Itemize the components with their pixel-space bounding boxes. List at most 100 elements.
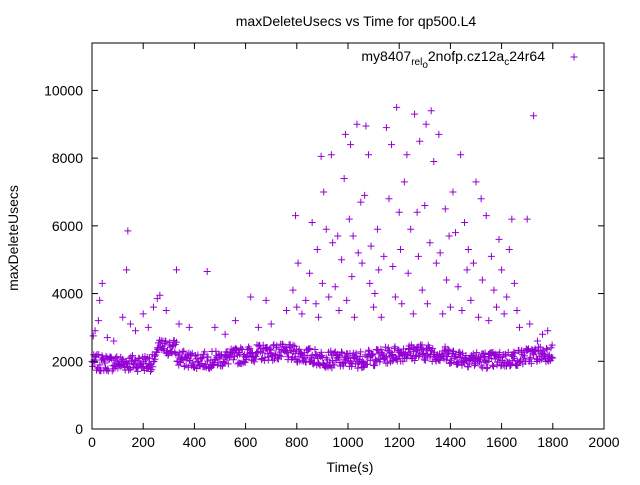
data-point (201, 348, 209, 356)
data-point (246, 345, 254, 353)
data-point (483, 365, 491, 373)
data-point (510, 348, 518, 356)
legend: my8407relo2nofp.cz12ac24r64 (361, 48, 578, 71)
data-point (194, 351, 202, 359)
data-point (463, 266, 471, 274)
data-point (490, 286, 498, 294)
data-point (458, 306, 466, 314)
data-point (295, 345, 303, 353)
data-point (409, 310, 417, 318)
data-point (418, 341, 426, 349)
data-point (411, 110, 419, 118)
data-point (469, 350, 477, 358)
data-point (294, 259, 302, 267)
data-point (548, 353, 556, 361)
data-point (122, 359, 130, 367)
data-point (112, 354, 120, 362)
data-point (276, 351, 284, 359)
data-point (510, 279, 518, 287)
data-point (500, 310, 508, 318)
data-point (315, 360, 323, 368)
data-point (132, 364, 140, 372)
data-point (351, 351, 359, 359)
x-tick-label: 2000 (588, 434, 619, 450)
data-point (340, 174, 348, 182)
data-point (223, 348, 231, 356)
data-point (388, 141, 396, 149)
data-point (103, 366, 111, 374)
data-point (345, 215, 353, 223)
axes: 0 200 400 600 800 1000 1200 1400 1600 1800 2000 0 20… (44, 42, 620, 450)
data-point (527, 359, 535, 367)
y-tick-label: 0 (75, 421, 83, 437)
data-point (317, 352, 325, 360)
data-point (390, 344, 398, 352)
data-point (101, 359, 109, 367)
y-tick-label: 10000 (44, 82, 83, 98)
data-point (132, 327, 140, 335)
data-point (131, 356, 139, 364)
data-point (427, 107, 435, 115)
data-point (306, 345, 314, 353)
data-point (356, 352, 364, 360)
data-point (288, 347, 296, 355)
data-point (477, 195, 485, 203)
data-point (447, 358, 455, 366)
data-point (429, 345, 437, 353)
data-point (526, 320, 534, 328)
x-tick-label: 600 (234, 434, 258, 450)
data-point (544, 327, 552, 335)
x-tick-label: 1000 (332, 434, 363, 450)
data-point (273, 342, 281, 350)
data-point (211, 323, 219, 331)
data-point (421, 202, 429, 210)
data-point (245, 343, 253, 351)
data-point (476, 356, 484, 364)
data-point (236, 350, 244, 358)
data-point (283, 306, 291, 314)
data-point (262, 296, 270, 304)
data-point (371, 290, 379, 298)
data-point (249, 356, 257, 364)
data-point (398, 300, 406, 308)
data-point (325, 293, 333, 301)
data-point (454, 283, 462, 291)
data-point (123, 266, 131, 274)
data-point (548, 341, 556, 349)
data-point (89, 362, 97, 370)
data-point (475, 313, 483, 321)
data-point (533, 337, 541, 345)
data-point (358, 357, 366, 365)
data-point (366, 356, 374, 364)
data-point (299, 353, 307, 361)
data-point (334, 232, 342, 240)
data-point (338, 256, 346, 264)
data-point (95, 351, 103, 359)
data-point (419, 350, 427, 358)
data-point (241, 358, 249, 366)
data-point (509, 352, 517, 360)
data-point (127, 353, 135, 361)
data-point (477, 362, 485, 370)
data-point (417, 345, 425, 353)
data-point (523, 215, 531, 223)
data-point (209, 362, 217, 370)
data-point (457, 151, 465, 159)
data-point (331, 283, 339, 291)
data-point (361, 191, 369, 199)
data-point (347, 359, 355, 367)
data-point (396, 246, 404, 254)
data-point (441, 205, 449, 213)
data-point (282, 348, 290, 356)
data-point (317, 152, 325, 160)
data-point (543, 344, 551, 352)
data-point (362, 122, 370, 130)
data-point (229, 356, 237, 364)
data-point (203, 357, 211, 365)
data-point (330, 361, 338, 369)
data-point (247, 293, 255, 301)
data-point (329, 239, 337, 247)
y-axis-label: maxDeleteUsecs (5, 185, 21, 291)
data-point (94, 317, 102, 325)
